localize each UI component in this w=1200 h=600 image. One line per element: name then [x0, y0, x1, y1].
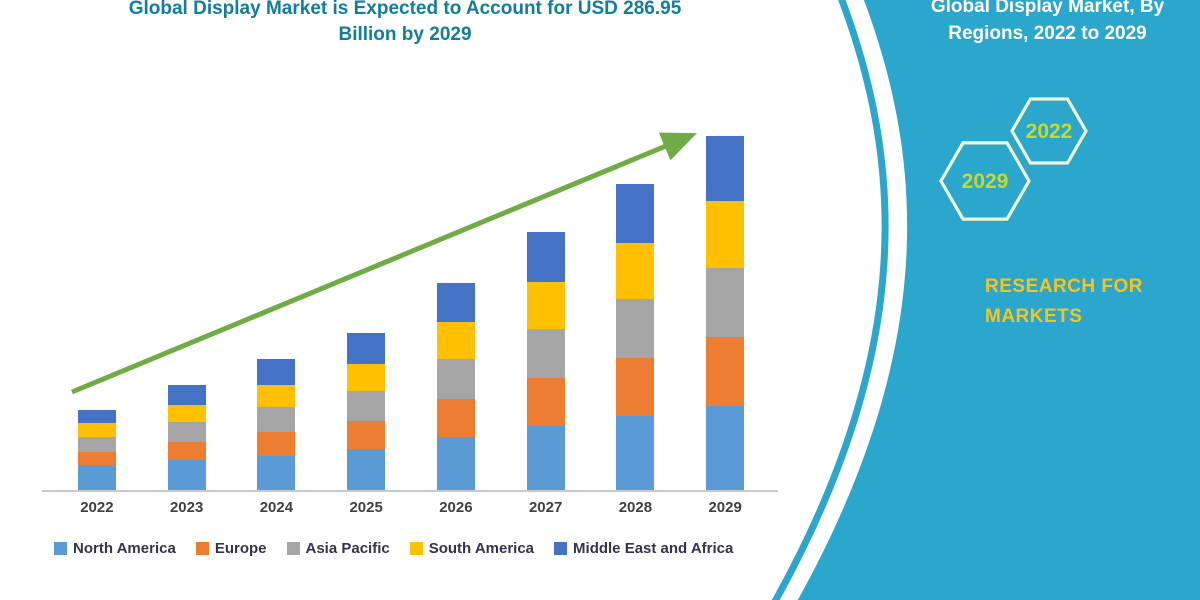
legend-swatch: [195, 542, 209, 555]
legend-swatch: [54, 542, 67, 555]
bar-stack-2029: [706, 135, 745, 490]
legend-label: Europe: [214, 540, 267, 557]
bar-column: [142, 385, 232, 490]
bar-segment: [257, 432, 296, 456]
legend-label: South America: [428, 540, 535, 557]
bar-segment: [167, 460, 206, 490]
legend-swatch: [286, 542, 300, 555]
bar-segment: [436, 282, 475, 323]
bar-segment: [347, 420, 386, 450]
bar-segment: [436, 359, 475, 399]
bar-stack-2025: [347, 333, 386, 490]
chart-title-line2: Billion by 2029: [338, 24, 472, 45]
bar-column: [680, 135, 770, 490]
bar-segment: [436, 322, 475, 360]
x-axis-labels: 2022 2023 2024 2025 2026 2027 2028 2029: [52, 499, 770, 516]
x-axis-label: 2025: [349, 499, 383, 516]
legend-swatch: [409, 542, 423, 555]
bar-segment: [616, 184, 655, 244]
bar-segment: [526, 328, 565, 378]
bar-segment: [347, 449, 386, 490]
chart-title: Global Display Market is Expected to Acc…: [0, 0, 810, 48]
side-panel-title-line2: Regions, 2022 to 2029: [948, 23, 1147, 44]
bar-segment: [257, 455, 296, 490]
bar-segment: [347, 391, 386, 421]
swoosh-stripe: [771, 0, 889, 600]
side-panel-title-line1: Global Display Market, By: [930, 0, 1165, 17]
legend-label: Asia Pacific: [305, 540, 390, 557]
bar-stack-2022: [77, 409, 116, 490]
bar-segment: [167, 422, 206, 442]
bar-column: [321, 333, 411, 490]
bar-segment: [347, 364, 386, 392]
bar-segment: [77, 436, 116, 452]
bar-segment: [526, 425, 565, 490]
bar-segment: [77, 451, 116, 466]
chart-title-line1: Global Display Market is Expected to Acc…: [128, 0, 682, 19]
bar-segment: [526, 377, 565, 426]
bar-column: [52, 409, 142, 490]
bar-segment: [257, 407, 296, 433]
plot-area: [52, 120, 770, 490]
hexagon-2022-label: 2022: [1026, 120, 1073, 143]
bar-segment: [706, 201, 745, 268]
bar-stack-2027: [526, 232, 565, 490]
bar-segment: [167, 441, 206, 461]
bar-segment: [616, 416, 655, 490]
bar-segment: [616, 358, 655, 416]
bar-segment: [257, 385, 296, 408]
legend-swatch: [554, 542, 568, 555]
bar-segment: [526, 281, 565, 329]
stacked-bar-chart: 2022 2023 2024 2025 2026 2027 2028 2029 North A…: [42, 120, 778, 557]
chart-legend: North America Europe Asia Pacific South Ame…: [52, 540, 770, 557]
bar-segment: [526, 232, 565, 282]
x-axis-label: 2028: [618, 499, 653, 516]
hexagon-2029-label: 2029: [962, 170, 1009, 193]
bar-segment: [706, 135, 745, 202]
bar-segment: [436, 398, 475, 437]
bar-stack-2023: [167, 385, 206, 490]
x-axis-label: 2023: [169, 499, 204, 516]
side-panel-title: Global Display Market, By Regions, 2022 …: [925, 0, 1170, 47]
bar-segment: [347, 333, 386, 365]
bar-segment: [706, 267, 745, 338]
brand-line2: MARKETS: [985, 306, 1083, 327]
bar-stack-2026: [436, 282, 475, 490]
bar-segment: [167, 385, 206, 405]
brand-line1: RESEARCH FOR: [985, 276, 1144, 297]
bar-segment: [77, 465, 116, 490]
bar-stack-2028: [616, 184, 655, 490]
x-axis-label: 2022: [80, 499, 114, 516]
bar-segment: [257, 359, 296, 386]
legend-item: Middle East and Africa: [554, 540, 733, 557]
hexagon-badges: 2029 2022: [939, 97, 1088, 221]
bar-segment: [616, 298, 655, 358]
x-axis-label: 2029: [708, 499, 742, 516]
bar-segment: [77, 423, 116, 437]
bar-segment: [167, 404, 206, 423]
bar-column: [411, 282, 501, 490]
legend-label: North America: [73, 540, 176, 557]
bar-segment: [706, 406, 745, 490]
bar-column: [232, 359, 322, 490]
legend-item: Asia Pacific: [286, 540, 390, 557]
legend-label: Middle East and Africa: [573, 540, 734, 557]
legend-item: North America: [54, 540, 176, 557]
legend-item: Europe: [195, 540, 267, 557]
bar-stack-2024: [257, 359, 296, 490]
brand-text: RESEARCH FOR MARKETS: [985, 272, 1143, 332]
bar-segment: [616, 243, 655, 299]
bar-segment: [706, 337, 745, 407]
bars-container: [52, 120, 770, 490]
bar-column: [591, 184, 681, 490]
x-axis-label: 2024: [259, 499, 294, 516]
x-axis-label: 2026: [439, 499, 473, 516]
x-axis-label: 2027: [528, 499, 563, 516]
bar-segment: [77, 409, 116, 424]
bar-column: [501, 232, 591, 490]
legend-item: South America: [409, 540, 535, 557]
x-axis-line: [42, 490, 778, 492]
bar-segment: [436, 437, 475, 490]
